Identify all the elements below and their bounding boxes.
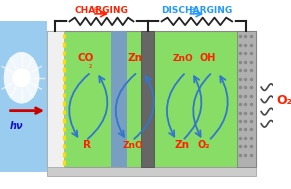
Bar (141, 31, 154, 167)
Text: DISCHARGING: DISCHARGING (161, 6, 233, 15)
Text: ZnO: ZnO (123, 141, 143, 150)
Bar (111, 31, 127, 167)
Text: R: R (83, 140, 91, 150)
Text: O₂: O₂ (197, 140, 210, 150)
Text: ZnO: ZnO (173, 54, 194, 63)
Bar (47, 31, 64, 167)
Bar (47, 167, 255, 176)
Circle shape (12, 68, 31, 87)
Text: CHARGING: CHARGING (74, 6, 128, 15)
Text: hν: hν (9, 121, 23, 131)
Text: e⁻: e⁻ (189, 5, 198, 14)
Bar (47, 31, 255, 167)
Text: e⁻: e⁻ (94, 5, 103, 14)
Bar (0, 21, 47, 172)
Text: O₂: O₂ (276, 94, 291, 107)
Bar (237, 31, 255, 167)
Text: ₂: ₂ (88, 61, 92, 70)
Text: Zn: Zn (175, 140, 190, 150)
Text: CO: CO (78, 53, 94, 63)
Ellipse shape (4, 52, 40, 104)
Text: OH: OH (199, 53, 216, 63)
Text: Zn: Zn (127, 53, 142, 63)
